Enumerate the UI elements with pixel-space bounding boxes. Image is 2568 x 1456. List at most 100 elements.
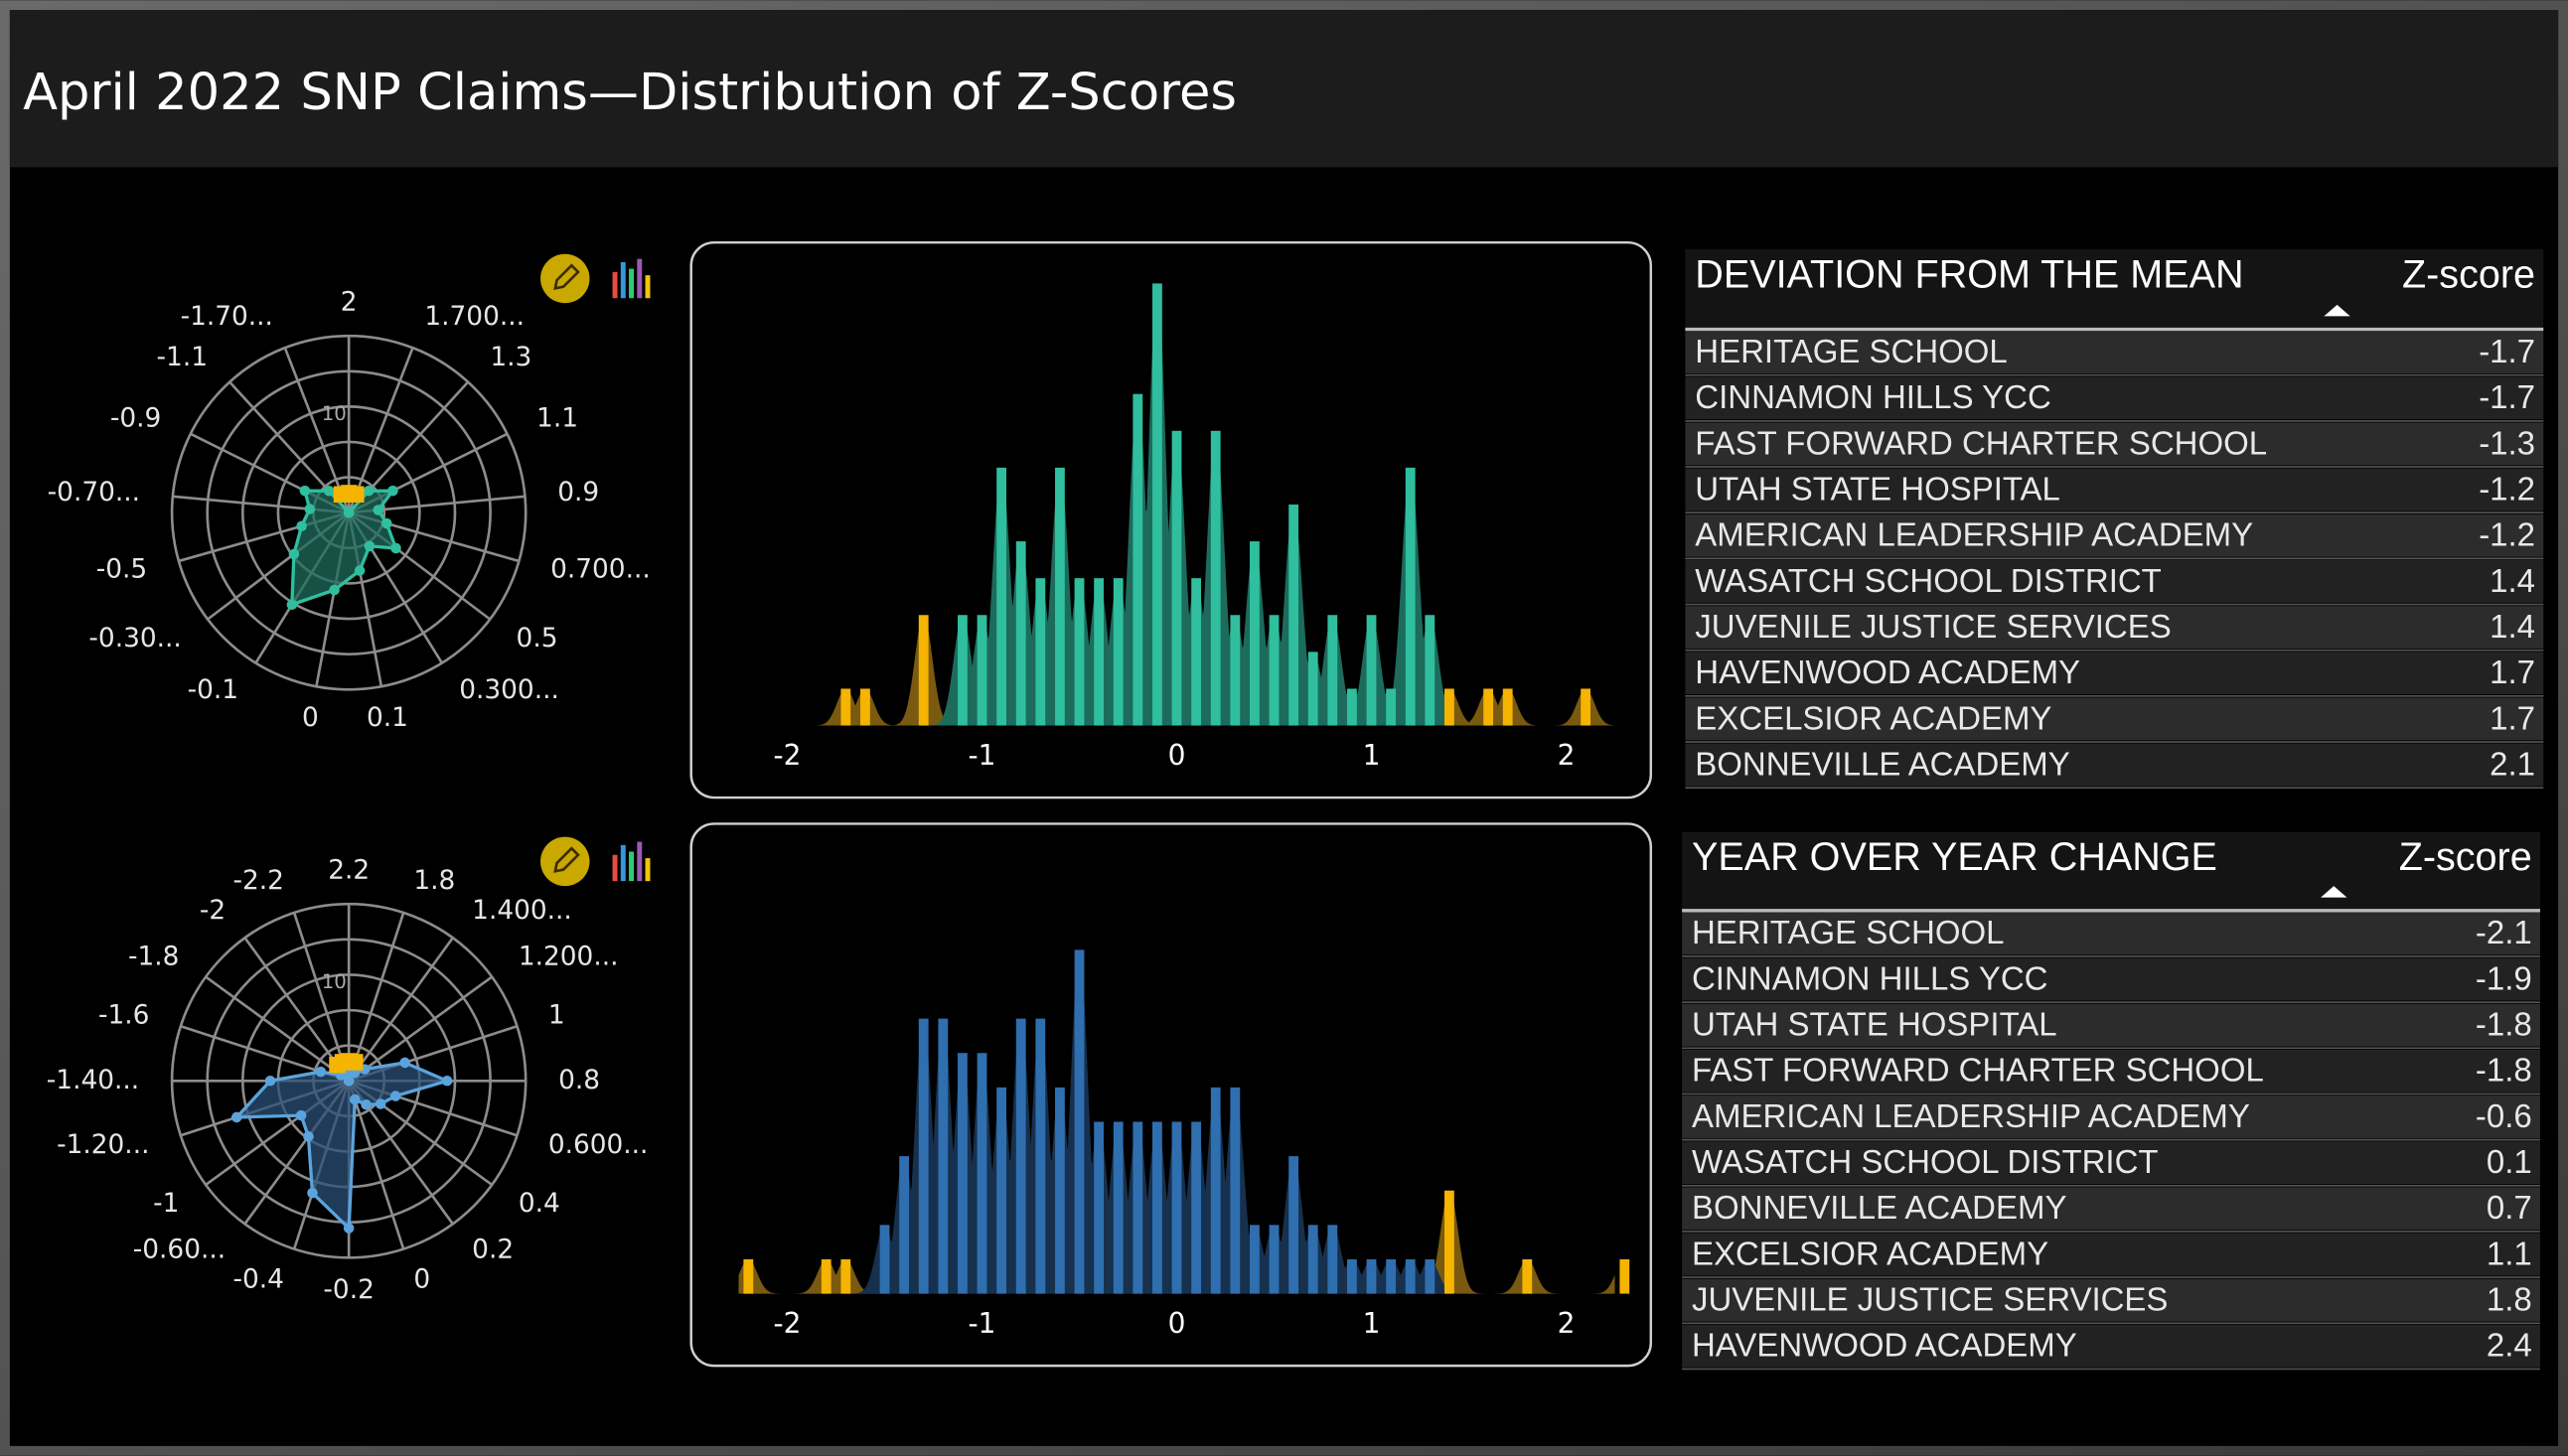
bar <box>1191 578 1202 726</box>
bar <box>1074 949 1085 1294</box>
bar <box>1133 1121 1143 1294</box>
radar-axis-label: 0.600... <box>548 1130 649 1160</box>
radar-axis-label: -1 <box>153 1189 179 1219</box>
radar-axis-label: -0.70... <box>48 478 140 508</box>
table-row <box>1682 1233 2540 1276</box>
radar-point <box>299 485 311 497</box>
school-name: HAVENWOOD ACADEMY <box>1692 1327 2077 1364</box>
radar-axis-label: -0.30... <box>88 624 181 654</box>
radar-spoke <box>205 975 350 1083</box>
table-row <box>1685 743 2544 787</box>
radar-axis-label: -0.9 <box>110 404 161 434</box>
radar-point <box>363 486 375 497</box>
chart-type-button[interactable] <box>612 841 651 882</box>
radar-point <box>286 599 298 610</box>
z-score: 2.1 <box>2490 745 2535 782</box>
radar-axis-label: -2.2 <box>233 866 284 896</box>
radar-axis-label: 0 <box>413 1264 430 1294</box>
radar-point <box>315 1066 327 1078</box>
radar-point <box>333 486 351 504</box>
radar-spoke <box>348 937 454 1083</box>
school-name: JUVENILE JUSTICE SERVICES <box>1692 1281 2168 1318</box>
radar-axis-label: -2 <box>200 896 226 926</box>
school-name: HAVENWOOD ACADEMY <box>1695 654 2080 690</box>
chart-type-button[interactable] <box>612 258 651 299</box>
bar <box>1015 1018 1026 1294</box>
radar-point <box>387 485 398 497</box>
column-header: YEAR OVER YEAR CHANGE <box>1692 835 2217 879</box>
radar-point <box>304 504 316 514</box>
bar <box>1581 688 1591 726</box>
z-score: 2.4 <box>2487 1327 2532 1364</box>
x-tick-label: -1 <box>969 1307 996 1340</box>
radar-point <box>354 565 366 576</box>
radar-ring-label: 10 <box>322 970 347 993</box>
chart-card <box>689 240 1653 800</box>
table-row <box>1685 376 2544 420</box>
radar-spoke <box>347 1080 405 1250</box>
edit-button[interactable] <box>540 836 590 887</box>
table-row <box>1682 1187 2540 1231</box>
school-name: EXCELSIOR ACADEMY <box>1692 1235 2048 1271</box>
table-row <box>1682 1095 2540 1138</box>
bar <box>918 615 929 726</box>
radar-spoke <box>347 347 414 513</box>
radar-axis-label: -1.70... <box>181 302 273 332</box>
x-tick-label: 2 <box>1558 1307 1576 1340</box>
radar-point <box>343 1223 355 1234</box>
radar-axis-label: 0.1 <box>367 703 408 733</box>
school-name: AMERICAN LEADERSHIP ACADEMY <box>1695 516 2253 553</box>
bar <box>977 1053 987 1294</box>
table-row <box>1682 1049 2540 1092</box>
radar-spoke <box>347 912 405 1082</box>
radar-point <box>296 520 307 532</box>
bar <box>1386 1258 1397 1294</box>
bar <box>1074 578 1085 726</box>
x-tick-label: 0 <box>1168 1307 1186 1340</box>
radar-point <box>323 486 335 497</box>
z-score: -1.8 <box>2476 1006 2532 1043</box>
radar-point <box>349 1093 361 1105</box>
radar-point <box>334 1054 352 1071</box>
radar-axis-label: 0.9 <box>557 478 599 508</box>
radar-axis-label: 1.400... <box>472 896 572 926</box>
bar <box>1210 430 1221 726</box>
bar <box>860 688 870 726</box>
bar <box>1035 1018 1046 1294</box>
bar <box>1015 541 1026 726</box>
bar <box>1035 578 1046 726</box>
radar-axis-label: 2 <box>341 288 358 318</box>
radar-point <box>361 1099 372 1110</box>
table-row <box>1682 1278 2540 1322</box>
dashboard-title: April 2022 SNP Claims—Distribution of Z-… <box>23 64 1237 122</box>
bar <box>1288 504 1299 726</box>
bar <box>1327 1225 1338 1294</box>
z-score: 1.8 <box>2487 1281 2532 1318</box>
table-row <box>1685 468 2544 511</box>
radar-point <box>373 505 383 515</box>
radar-axis-label: 1.700... <box>424 302 525 332</box>
table-row <box>1685 331 2544 374</box>
school-name: CINNAMON HILLS YCC <box>1692 959 2047 996</box>
bar <box>938 1018 949 1294</box>
bar <box>958 615 968 726</box>
radar-point <box>348 486 365 504</box>
table-row <box>1682 1003 2540 1047</box>
density-shade <box>933 283 1459 726</box>
radar-axis-label: -1.6 <box>98 1001 149 1031</box>
radar-area <box>232 1061 452 1233</box>
school-name: JUVENILE JUSTICE SERVICES <box>1695 608 2171 645</box>
z-score: 1.1 <box>2487 1235 2532 1271</box>
radar-axis-label: 0.5 <box>517 624 558 654</box>
radar-axis-label: -1.20... <box>57 1130 149 1160</box>
radar-point <box>329 584 340 596</box>
bar <box>1055 467 1065 726</box>
bar <box>1502 688 1513 726</box>
radar-area <box>290 489 398 608</box>
edit-button[interactable] <box>540 253 590 304</box>
x-tick-label: -2 <box>774 1307 802 1340</box>
bar <box>1288 1156 1299 1294</box>
radar-point <box>343 507 355 518</box>
school-name: FAST FORWARD CHARTER SCHOOL <box>1692 1052 2264 1089</box>
